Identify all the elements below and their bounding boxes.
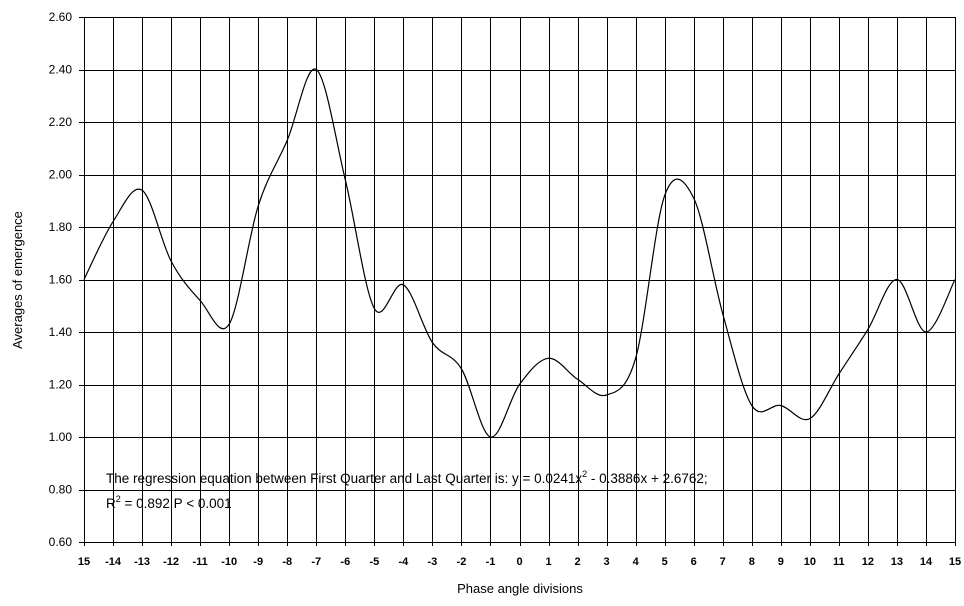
y-tick-label: 1.40 — [49, 325, 73, 339]
y-tick-label: 1.80 — [49, 220, 73, 234]
x-tick-label: -4 — [398, 556, 409, 568]
x-tick-label: -10 — [221, 556, 237, 568]
r-squared-value: = 0.892 P < 0.001 — [121, 496, 232, 511]
r-squared-exponent: 2 — [116, 494, 121, 504]
x-tick-label: 8 — [749, 556, 755, 568]
series-line — [83, 68, 956, 438]
y-axis-title: Averages of emergence — [10, 211, 25, 349]
y-tick-label: 1.20 — [49, 378, 73, 392]
x-tick-label: -13 — [134, 556, 150, 568]
x-tick-label: 5 — [662, 556, 668, 568]
y-axis-ticks: 0.60 0.80 1.00 1.20 1.40 1.60 1.80 2.00 2.20 2.40… — [49, 10, 73, 549]
y-tick-label: 2.00 — [49, 168, 73, 182]
y-tick-label: 1.60 — [49, 273, 73, 287]
x-tick-label: -8 — [282, 556, 292, 568]
x-tick-label: 7 — [720, 556, 726, 568]
x-tick-label: -2 — [457, 556, 467, 568]
x-tick-label: -5 — [369, 556, 379, 568]
regression-annotation: The regression equation between First Qu… — [106, 469, 708, 486]
x-axis-ticks: 15 -14 -13 -12 -11 -10 -9 -8 -7 -6 -5 -4 -3 -2 -1 0 1 2 3 4… — [78, 556, 961, 568]
y-tick-label: 2.40 — [49, 63, 73, 77]
x-tick-label: -11 — [192, 556, 207, 568]
x-tick-label: -3 — [428, 556, 438, 568]
y-tick-label: 2.60 — [49, 10, 73, 24]
y-tick-label: 2.20 — [49, 115, 73, 129]
x-tick-label: 0 — [516, 556, 522, 568]
r-squared-label: R — [106, 496, 116, 511]
plot-frame — [84, 17, 956, 543]
y-tick-label: 0.80 — [49, 483, 73, 497]
x-tick-label: -1 — [486, 556, 496, 568]
x-tick-label: 13 — [891, 556, 903, 568]
x-tick-label: -14 — [105, 556, 122, 568]
y-tick-label: 0.60 — [49, 535, 73, 549]
x-tick-label: 15 — [78, 556, 90, 568]
x-tick-label: 3 — [604, 556, 610, 568]
x-tick-label: 11 — [833, 556, 845, 568]
x-tick-label: 15 — [949, 556, 961, 568]
regression-equation-rest: - 0.3886x + 2.6762; — [587, 471, 707, 486]
x-tick-label: 4 — [633, 556, 640, 568]
gridlines — [79, 17, 956, 546]
regression-exponent: 2 — [582, 469, 587, 479]
x-tick-label: -9 — [253, 556, 263, 568]
regression-equation-text: The regression equation between First Qu… — [106, 471, 582, 486]
x-tick-label: 14 — [920, 556, 933, 568]
x-tick-label: 1 — [545, 556, 551, 568]
x-tick-label: -7 — [311, 556, 321, 568]
x-tick-label: 6 — [691, 556, 697, 568]
x-tick-label: -6 — [340, 556, 350, 568]
x-tick-label: 12 — [862, 556, 874, 568]
r-squared-annotation: R2 = 0.892 P < 0.001 — [106, 494, 232, 511]
x-axis-title: Phase angle divisions — [457, 581, 583, 596]
y-tick-label: 1.00 — [49, 430, 73, 444]
x-tick-label: 2 — [575, 556, 581, 568]
x-tick-label: 9 — [778, 556, 784, 568]
x-tick-label: -12 — [163, 556, 179, 568]
x-tick-label: 10 — [804, 556, 816, 568]
